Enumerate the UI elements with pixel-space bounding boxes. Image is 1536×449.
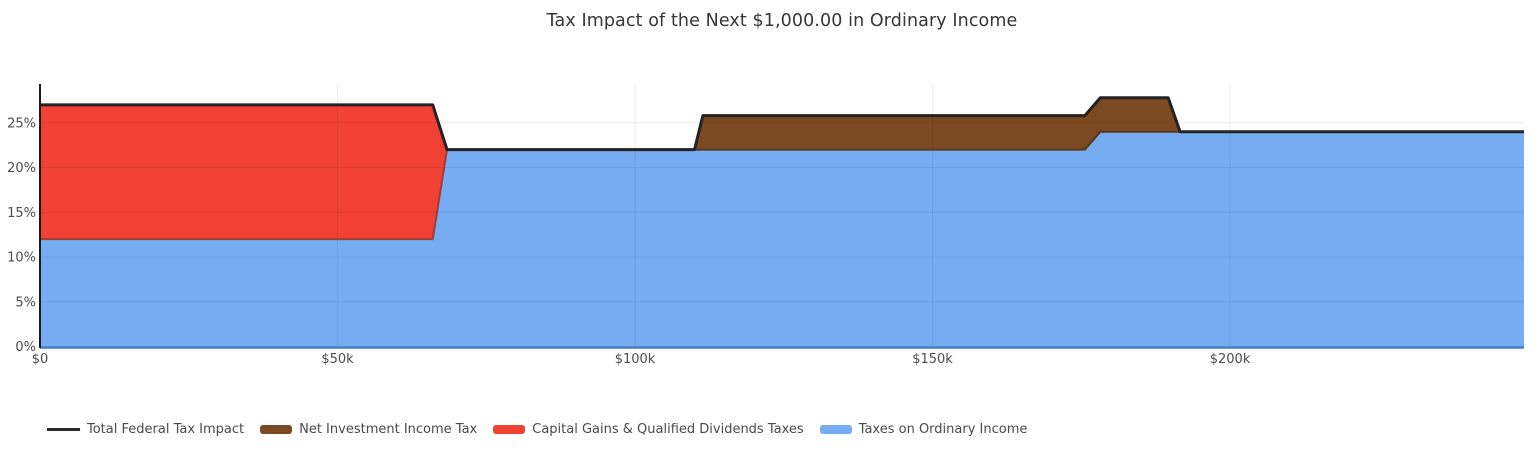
legend-item-taxes-on-ordinary-income[interactable]: Taxes on Ordinary Income xyxy=(819,422,1028,437)
total-line-total-federal-tax-impact xyxy=(40,96,1524,152)
x-tick-label: $0 xyxy=(32,352,49,367)
chart-title: Tax Impact of the Next $1,000.00 in Ordi… xyxy=(546,11,1018,31)
legend-item-capital-gains-qualified-dividends-taxes[interactable]: Capital Gains & Qualified Dividends Taxe… xyxy=(493,422,804,437)
legend-label: Net Investment Income Tax xyxy=(299,422,478,437)
band-boundary-net-investment-income-tax xyxy=(694,130,1181,151)
x-tick-label: $50k xyxy=(321,352,354,367)
legend-item-net-investment-income-tax[interactable]: Net Investment Income Tax xyxy=(260,422,477,437)
legend-label: Capital Gains & Qualified Dividends Taxe… xyxy=(532,422,804,437)
area-net-investment-income-tax xyxy=(40,97,1524,150)
x-tick-label: $200k xyxy=(1210,352,1251,367)
y-tick-label: 15% xyxy=(7,206,36,221)
y-tick-label: 25% xyxy=(7,116,36,131)
legend-label: Total Federal Tax Impact xyxy=(87,422,245,437)
x-tick-label: $100k xyxy=(615,352,656,367)
legend-item-total-federal-tax-impact[interactable]: Total Federal Tax Impact xyxy=(47,422,244,437)
legend-swatch-net-investment-income-tax xyxy=(260,425,293,434)
band-boundary-capital-gains-qualified-dividends-taxes xyxy=(40,149,448,241)
legend-swatch-total-federal-tax-impact xyxy=(47,428,80,431)
x-tick-label: $150k xyxy=(912,352,953,367)
y-tick-label: 5% xyxy=(15,295,36,310)
chart-legend: Total Federal Tax Impact Net Investment I… xyxy=(47,422,1027,437)
area-capital-gains-qualified-dividends-taxes xyxy=(40,104,1524,240)
legend-swatch-taxes-on-ordinary-income xyxy=(819,425,852,434)
legend-label: Taxes on Ordinary Income xyxy=(858,422,1028,437)
y-tick-label: 0% xyxy=(15,340,36,355)
y-tick-label: 20% xyxy=(7,161,36,176)
y-tick-label: 10% xyxy=(7,251,36,266)
legend-swatch-capital-gains-qualified-dividends-taxes xyxy=(493,425,526,434)
area-taxes-on-ordinary-income xyxy=(40,131,1524,347)
